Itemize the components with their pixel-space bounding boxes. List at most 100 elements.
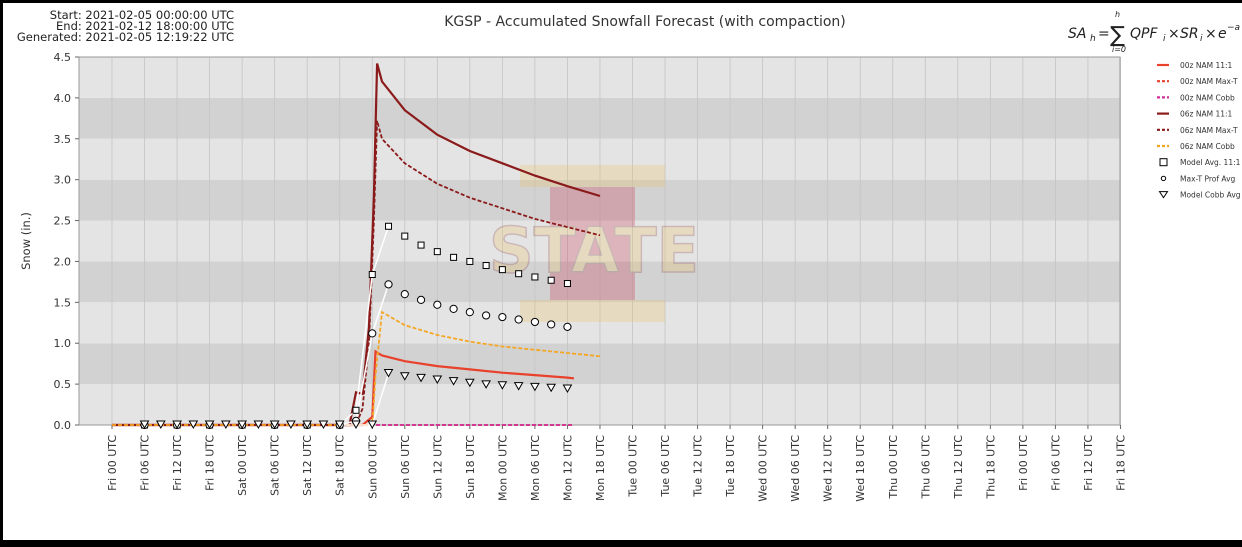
marker-model-avg [466,257,474,265]
marker-maxt-avg [514,315,523,324]
x-tick-label: Fri 12 UTC [171,435,184,491]
grid-band [79,179,1120,221]
x-tick-label: Thu 12 UTC [952,435,965,500]
x-tick-label: Fri 18 UTC [1114,435,1127,491]
x-tick-label: Sat 12 UTC [301,435,314,496]
legend-label: 06z NAM 11:1 [1180,110,1233,119]
marker-maxt-avg [384,280,393,289]
marker-cobb-avg [302,420,313,430]
x-tick-label: Fri 12 UTC [1082,435,1095,491]
marker-maxt-avg [400,290,409,299]
x-tick-label: Tue 18 UTC [724,435,737,498]
x-tick-label: Mon 12 UTC [561,435,574,501]
x-tick-label: Tue 00 UTC [627,435,640,498]
x-tick-label: Sat 18 UTC [334,435,347,496]
marker-model-avg [450,253,458,261]
watermark-i-top [520,165,665,187]
marker-cobb-avg [237,420,247,430]
legend-label: 00z NAM Cobb [1180,93,1235,102]
marker-cobb-avg [497,381,508,390]
marker-maxt-avg [498,312,507,322]
formula-rhs: QPF [1130,26,1158,42]
marker-cobb-avg [286,420,296,430]
legend: 00z NAM 11:1 00z NAM Max-T 00z NAM Cobb 06z… [1150,56,1242,206]
legend-label: 00z NAM Max-T [1180,77,1238,86]
marker-cobb-avg [530,382,540,392]
x-tick-label: Wed 18 UTC [854,435,867,502]
marker-cobb-avg [188,420,199,430]
watermark-text: STATE [489,214,699,287]
marker-model-avg [563,280,571,288]
legend-swatch [1159,158,1168,167]
grid-band [79,97,1120,139]
marker-cobb-avg [416,373,426,383]
marker-model-avg [368,271,376,279]
x-tick-label: Wed 12 UTC [822,435,835,502]
marker-cobb-avg [481,380,491,389]
x-tick-label: Wed 06 UTC [789,435,802,502]
y-tick-label: 0.5 [54,378,72,391]
y-tick-label: 4.5 [54,51,72,64]
marker-maxt-avg [433,300,442,309]
legend-label: Model Avg. 11:1 [1180,158,1241,167]
series-connector-model-cobb-avg [339,373,390,426]
marker-cobb-avg [139,420,150,430]
grid-band [79,220,1120,262]
x-tick-label: Wed 00 UTC [757,435,770,502]
y-tick-label: 2.0 [54,255,72,268]
x-tick-label: Mon 06 UTC [529,435,542,501]
formula-sub-i2: i [1200,34,1203,44]
x-tick-label: Sun 06 UTC [399,435,412,499]
legend-swatch [1158,191,1169,199]
formula-lhs: SA [1068,26,1086,42]
legend-label: 00z NAM 11:1 [1180,61,1233,70]
marker-cobb-avg [155,420,166,430]
formula-sub: h [1090,34,1096,44]
legend-label: Model Cobb Avg [1180,191,1241,200]
marker-maxt-avg [482,311,491,320]
y-tick-label: 1.5 [54,296,72,309]
marker-cobb-avg [399,372,410,381]
series-line-06z-nam-max-t [112,120,601,426]
marker-model-avg [352,406,360,414]
marker-model-avg [531,273,539,281]
marker-maxt-avg [563,322,572,331]
watermark: STATE [488,165,700,322]
grid-band [79,57,1120,98]
marker-cobb-avg [367,420,378,430]
y-tick-label: 0.0 [54,419,72,432]
formula-sub-i: i [1163,34,1166,44]
y-tick-label: 4.0 [54,92,72,105]
marker-model-avg [498,266,506,274]
marker-cobb-avg [351,420,361,430]
watermark-i-stem [550,165,635,320]
marker-cobb-avg [513,382,524,391]
x-tick-label: Sun 12 UTC [431,435,444,499]
grid-band [79,384,1120,425]
marker-maxt-avg [416,295,426,304]
x-tick-label: Tue 06 UTC [659,435,672,498]
marker-cobb-avg [269,420,280,430]
x-tick-label: Fri 18 UTC [204,435,217,491]
marker-cobb-avg [204,420,215,430]
marker-cobb-avg [253,420,264,430]
x-tick-label: Sat 00 UTC [236,435,249,496]
x-tick-label: Sun 18 UTC [464,435,477,499]
legend-swatch [1160,175,1167,182]
formula-eq: = [1098,26,1110,42]
legend-label: 06z NAM Cobb [1180,142,1235,151]
grid-band [79,343,1120,385]
formula-sum-bottom: i=0 [1112,45,1126,54]
end-time: End: 2021-02-12 18:00:00 UTC [56,19,234,33]
grid-band [79,302,1120,344]
marker-maxt-avg [465,308,474,317]
formula-e: e [1218,26,1227,42]
marker-model-avg [547,276,555,284]
marker-maxt-avg [368,329,377,338]
marker-cobb-avg [383,368,394,378]
marker-model-avg [433,248,441,256]
x-tick-label: Sun 00 UTC [366,435,379,499]
